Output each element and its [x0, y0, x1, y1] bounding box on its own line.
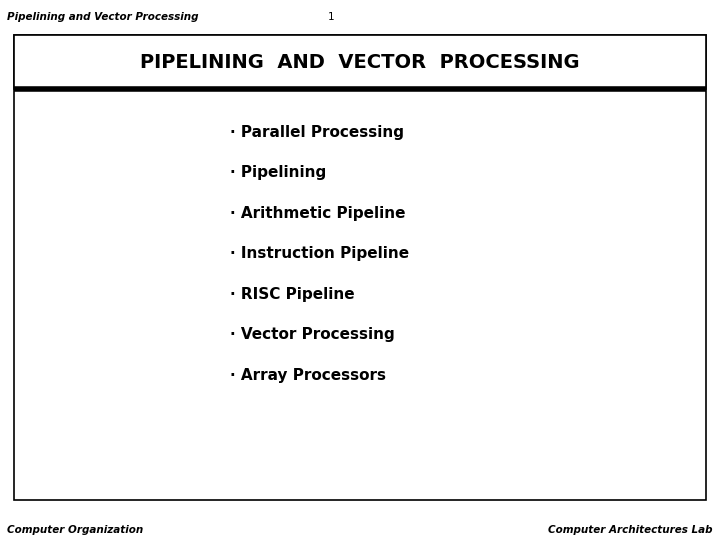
Text: Computer Architectures Lab: Computer Architectures Lab: [549, 524, 713, 535]
Text: · Pipelining: · Pipelining: [230, 165, 327, 180]
Text: · Array Processors: · Array Processors: [230, 368, 387, 383]
Bar: [14, 35, 706, 500]
Text: Computer Organization: Computer Organization: [7, 524, 143, 535]
Text: · Vector Processing: · Vector Processing: [230, 327, 395, 342]
Bar: [14, 35, 706, 89]
Text: · RISC Pipeline: · RISC Pipeline: [230, 287, 355, 302]
Text: · Instruction Pipeline: · Instruction Pipeline: [230, 246, 410, 261]
Text: · Arithmetic Pipeline: · Arithmetic Pipeline: [230, 206, 406, 221]
Text: · Parallel Processing: · Parallel Processing: [230, 125, 405, 140]
Text: 1: 1: [328, 11, 335, 22]
Text: Pipelining and Vector Processing: Pipelining and Vector Processing: [7, 11, 199, 22]
Text: PIPELINING  AND  VECTOR  PROCESSING: PIPELINING AND VECTOR PROCESSING: [140, 52, 580, 72]
